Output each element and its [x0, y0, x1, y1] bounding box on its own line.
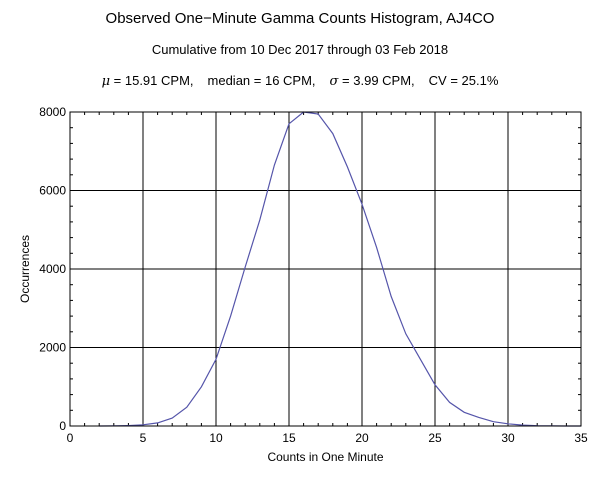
grid-lines	[70, 112, 581, 426]
mu-symbol: μ	[101, 74, 111, 89]
x-tick-label: 30	[501, 431, 515, 445]
y-tick-label: 8000	[39, 105, 66, 119]
x-tick-label: 35	[574, 431, 588, 445]
sigma-value: = 3.99 CPM,	[342, 73, 415, 88]
y-tick-label: 6000	[39, 184, 66, 198]
sigma-symbol: σ	[329, 74, 339, 89]
chart-title: Observed One−Minute Gamma Counts Histogr…	[105, 10, 495, 27]
median-value: median = 16 CPM,	[207, 73, 316, 88]
series-line	[99, 111, 581, 427]
x-tick-label: 20	[355, 431, 369, 445]
x-tick-label: 10	[209, 431, 223, 445]
y-tick-labels: 0 2000 4000 6000 8000	[39, 105, 66, 433]
y-tick-label: 4000	[39, 262, 66, 276]
x-axis-label: Counts in One Minute	[267, 450, 383, 464]
x-tick-label: 5	[140, 431, 147, 445]
plot-frame	[69, 111, 582, 427]
y-tick-label: 0	[59, 419, 66, 433]
y-tick-label: 2000	[39, 341, 66, 355]
mean-value: = 15.91 CPM,	[113, 73, 194, 88]
y-axis-label: Occurrences	[18, 235, 32, 303]
chart-statistics: μ = 15.91 CPM, median = 16 CPM, σ = 3.99 C…	[0, 73, 600, 89]
x-tick-label: 0	[67, 431, 74, 445]
x-tick-label: 15	[282, 431, 296, 445]
chart-subtitle: Cumulative from 10 Dec 2017 through 03 F…	[151, 42, 449, 57]
x-tick-label: 25	[428, 431, 442, 445]
x-tick-labels: 0 5 10 15 20 25 30 35	[67, 431, 588, 445]
cv-value: CV = 25.1%	[428, 73, 499, 88]
